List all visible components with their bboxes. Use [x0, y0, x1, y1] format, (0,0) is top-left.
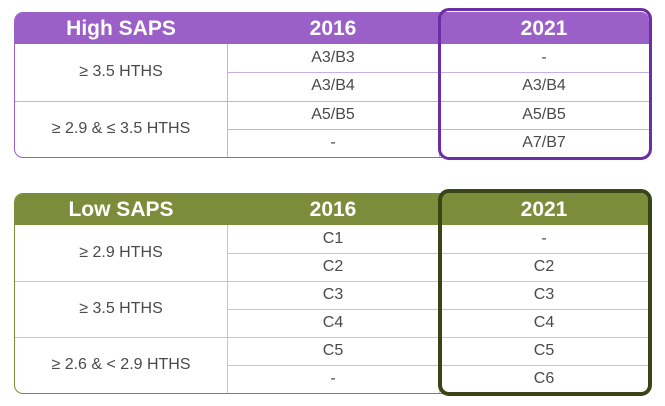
high-header-label: High SAPS [66, 16, 176, 40]
high-cell-2016: A3/B4 [311, 77, 355, 95]
high-cell-2016: A5/B5 [311, 105, 355, 123]
low-cell-2016: C3 [322, 286, 344, 303]
high-header-2016: 2016 [309, 16, 357, 40]
low-cell-2021: C4 [533, 314, 555, 331]
low-cell-2021: C3 [533, 286, 555, 303]
high-cell-2021: - [541, 49, 547, 67]
low-criterion-cell: ≥ 3.5 HTHS [79, 300, 163, 317]
low-cell-2021: C5 [533, 342, 555, 359]
low-criterion-cell: ≥ 2.6 & < 2.9 HTHS [51, 356, 191, 373]
high-header-row: High SAPS 2016 2021 [15, 13, 649, 44]
low-header-2021: 2021 [520, 197, 568, 221]
low-cell-2016: - [330, 370, 336, 387]
low-cell-2016: C5 [322, 342, 344, 359]
low-header-label: Low SAPS [68, 197, 174, 221]
high-cell-2021: A7/B7 [522, 133, 566, 151]
low-header-2016: 2016 [309, 197, 357, 221]
low-cell-2016: C4 [322, 314, 344, 331]
low-criterion-cell: ≥ 2.9 HTHS [79, 244, 163, 261]
low-group-divider [15, 337, 649, 338]
low-cell-2016: C1 [322, 230, 344, 247]
high-cell-2016: A3/B3 [311, 49, 355, 67]
high-criterion-cell: ≥ 3.5 HTHS [79, 63, 163, 81]
high-criterion-cell: ≥ 2.9 & ≤ 3.5 HTHS [51, 119, 191, 137]
low-cell-2016: C2 [322, 258, 344, 275]
high-saps-table: High SAPS 2016 2021 ≥ 3.5 HTHS A3/B3 - A3/B4 A3… [14, 12, 650, 158]
low-cell-2021: - [541, 230, 547, 247]
low-saps-table: Low SAPS 2016 2021 ≥ 2.9 HTHS C1 - C2 C2 ≥ 3.5 H… [14, 193, 650, 394]
low-cell-2021: C2 [533, 258, 555, 275]
low-header-row: Low SAPS 2016 2021 [15, 194, 649, 225]
high-cell-2021: A3/B4 [522, 77, 566, 95]
low-cell-2021: C6 [533, 370, 555, 387]
high-cell-2016: - [330, 133, 336, 151]
high-cell-2021: A5/B5 [522, 105, 566, 123]
low-group-divider [15, 281, 649, 282]
high-header-2021: 2021 [520, 16, 568, 40]
high-group-divider [15, 100, 649, 102]
